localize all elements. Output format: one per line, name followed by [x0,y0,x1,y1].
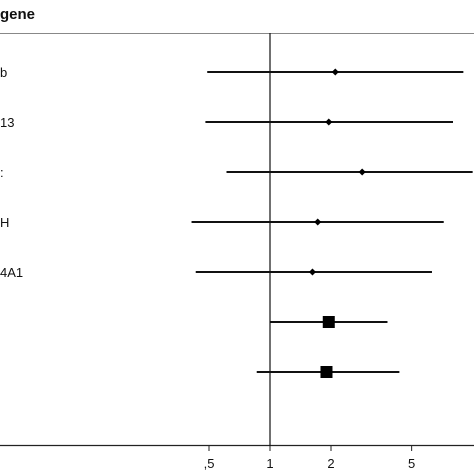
x-axis-ticks: ,5 1 2 5 [204,446,415,471]
estimate-diamond [314,218,322,226]
forest-row: 13 [0,115,453,130]
estimate-square [320,366,333,378]
x-tick-label: ,5 [204,456,215,471]
row-label: 4A1 [0,265,23,280]
estimate-diamond [308,268,316,276]
forest-row: b [0,65,464,80]
x-tick-label: 1 [266,456,273,471]
forest-row: 4A1 [0,265,432,280]
row-label: : [0,165,4,180]
estimate-square [322,316,335,328]
x-tick-label: 5 [408,456,415,471]
forest-rows: b 13: H 4A1 [0,65,473,378]
estimate-diamond [325,118,333,126]
estimate-diamond [331,68,339,76]
forest-row: H [0,215,444,230]
row-label: 13 [0,115,14,130]
x-tick-label: 2 [327,456,334,471]
row-label: b [0,65,7,80]
forest-row [270,316,388,328]
forest-row: : [0,165,473,180]
row-label: H [0,215,9,230]
forest-row [256,366,400,378]
estimate-diamond [358,168,366,176]
chart-title: gene [0,6,35,23]
